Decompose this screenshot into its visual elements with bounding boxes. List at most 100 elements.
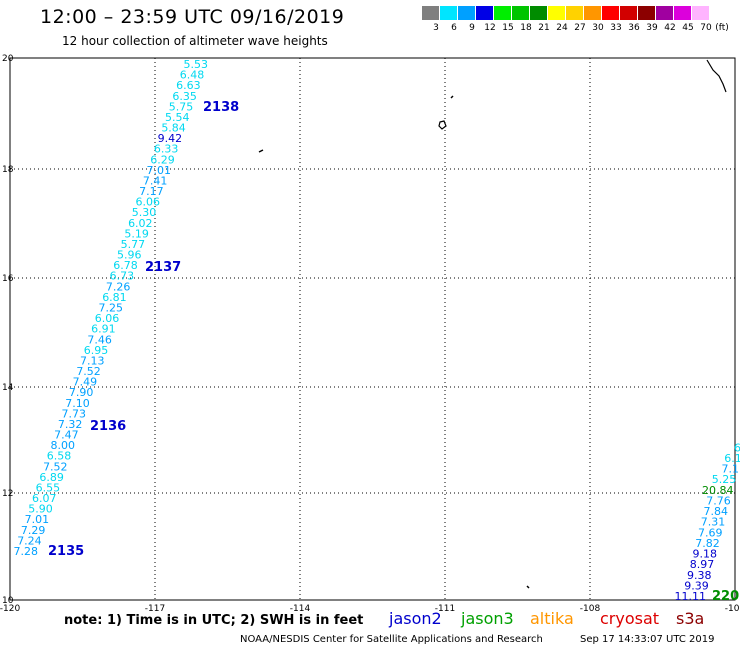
lon-tick-label: -120 xyxy=(0,604,20,614)
swh-value: 7.17 xyxy=(139,185,164,198)
swh-value: 7.73 xyxy=(62,407,87,420)
legend-swatch-9 xyxy=(458,6,475,20)
legend-swatch-39 xyxy=(638,6,655,20)
swh-value: 5.75 xyxy=(169,100,194,113)
swh-value: 7.01 xyxy=(147,164,172,177)
swh-value: 6.91 xyxy=(91,323,116,336)
legend-label: 9 xyxy=(469,23,475,33)
swh-value: 6.1 xyxy=(724,452,740,465)
page-subtitle: 12 hour collection of altimeter wave hei… xyxy=(62,34,328,48)
swh-value: 9.18 xyxy=(693,548,718,561)
legend-label: 70 xyxy=(700,23,712,33)
swh-value: 7.25 xyxy=(99,302,124,315)
page-title: 12:00 – 23:59 UTC 09/16/2019 xyxy=(40,6,345,28)
swh-value: 7.46 xyxy=(87,333,112,346)
swh-value: 7.26 xyxy=(106,280,131,293)
map-grid xyxy=(9,57,736,601)
lat-tick-label: 12 xyxy=(2,489,13,499)
wave-track-west: 5.536.486.636.355.755.545.849.426.336.29… xyxy=(14,58,209,558)
swh-value: 6.48 xyxy=(180,69,205,82)
swh-value: 6.89 xyxy=(39,471,64,484)
swh-value: 7.90 xyxy=(69,386,94,399)
swh-value: 7.01 xyxy=(25,513,50,526)
coastline-features xyxy=(258,59,727,589)
swh-value: 6.55 xyxy=(36,481,61,494)
coastline xyxy=(706,59,727,93)
lon-tick-label: -108 xyxy=(580,604,601,614)
lat-tick-label: 18 xyxy=(2,165,14,175)
credit-text: NOAA/NESDIS Center for Satellite Applica… xyxy=(240,634,543,645)
sat-cryosat: cryosat xyxy=(600,609,660,628)
legend-swatch-70 xyxy=(692,6,709,20)
legend-label: 21 xyxy=(538,23,550,33)
swh-value: 7.10 xyxy=(65,397,90,410)
legend-label: 12 xyxy=(484,23,496,33)
swh-value: 7.82 xyxy=(695,537,720,550)
swh-value: 7.84 xyxy=(704,505,729,518)
swh-value: 5.53 xyxy=(184,58,209,71)
legend-swatch-24 xyxy=(548,6,565,20)
swh-value: 9.42 xyxy=(158,132,183,145)
legend-label: 6 xyxy=(451,23,457,33)
pass-label: 220 xyxy=(712,589,739,604)
pass-labels: 2138 2137 2136 2135 220 xyxy=(48,100,739,604)
swh-value: 5.96 xyxy=(117,249,142,262)
legend-swatch-27 xyxy=(566,6,583,20)
swh-value: 7.52 xyxy=(76,365,101,378)
swh-value: 8.97 xyxy=(690,558,715,571)
swh-value: 8.00 xyxy=(50,439,75,452)
legend-unit-label: (ft) xyxy=(715,23,729,33)
swh-value: 6.33 xyxy=(154,143,179,156)
sat-s3a: s3a xyxy=(676,609,705,628)
legend-swatch-18 xyxy=(512,6,529,20)
pass-label: 2137 xyxy=(145,260,181,275)
swh-value: 6.73 xyxy=(110,270,135,283)
legend-label: 27 xyxy=(574,23,586,33)
legend-swatch-33 xyxy=(602,6,619,20)
pass-label: 2138 xyxy=(203,100,239,115)
swh-value: 7.49 xyxy=(73,376,98,389)
swh-value: 6.06 xyxy=(95,312,120,325)
legend-label: 30 xyxy=(592,23,604,33)
swh-value: 6.58 xyxy=(47,450,72,463)
sat-jason3: jason3 xyxy=(461,609,514,628)
swh-value: 7.1 xyxy=(722,463,740,476)
legend-swatch-36 xyxy=(620,6,637,20)
legend-label: 33 xyxy=(610,23,622,33)
swh-value: 7.76 xyxy=(706,494,731,507)
lat-tick-label: 10 xyxy=(2,596,14,606)
legend-label: 24 xyxy=(556,23,568,33)
swh-value: 7.69 xyxy=(698,526,723,539)
swh-value: 6.78 xyxy=(113,259,138,272)
swh-value: 9.39 xyxy=(684,579,709,592)
legend-swatch-3 xyxy=(422,6,439,20)
island xyxy=(258,149,264,153)
legend-label: 18 xyxy=(520,23,532,33)
swh-value: 11.11 xyxy=(675,590,707,603)
lat-tick-label: 20 xyxy=(2,54,14,64)
lat-tick-label: 16 xyxy=(2,274,14,284)
lon-tick-label: -105 xyxy=(725,604,740,614)
swh-value: 6.07 xyxy=(32,492,57,505)
swh-value: 6.06 xyxy=(135,196,160,209)
legend-swatch-42 xyxy=(656,6,673,20)
swh-value: 20.84 xyxy=(702,484,734,497)
legend-label: 36 xyxy=(628,23,640,33)
swh-value: 5.84 xyxy=(161,122,186,135)
swh-value: 7.31 xyxy=(701,516,726,529)
swh-value: 6.29 xyxy=(150,153,175,166)
legend-swatch-15 xyxy=(494,6,511,20)
swh-value: 6.81 xyxy=(102,291,127,304)
swh-value: 9.38 xyxy=(687,569,712,582)
island xyxy=(438,120,447,130)
sat-jason2: jason2 xyxy=(389,609,442,628)
pass-label: 2136 xyxy=(90,419,126,434)
swh-value: 5.19 xyxy=(124,227,149,240)
island xyxy=(450,95,454,99)
swh-value: 6.63 xyxy=(176,79,201,92)
island xyxy=(526,585,530,589)
legend-swatch-45 xyxy=(674,6,691,20)
pass-label: 2135 xyxy=(48,544,84,559)
swh-value: 5.30 xyxy=(132,206,157,219)
